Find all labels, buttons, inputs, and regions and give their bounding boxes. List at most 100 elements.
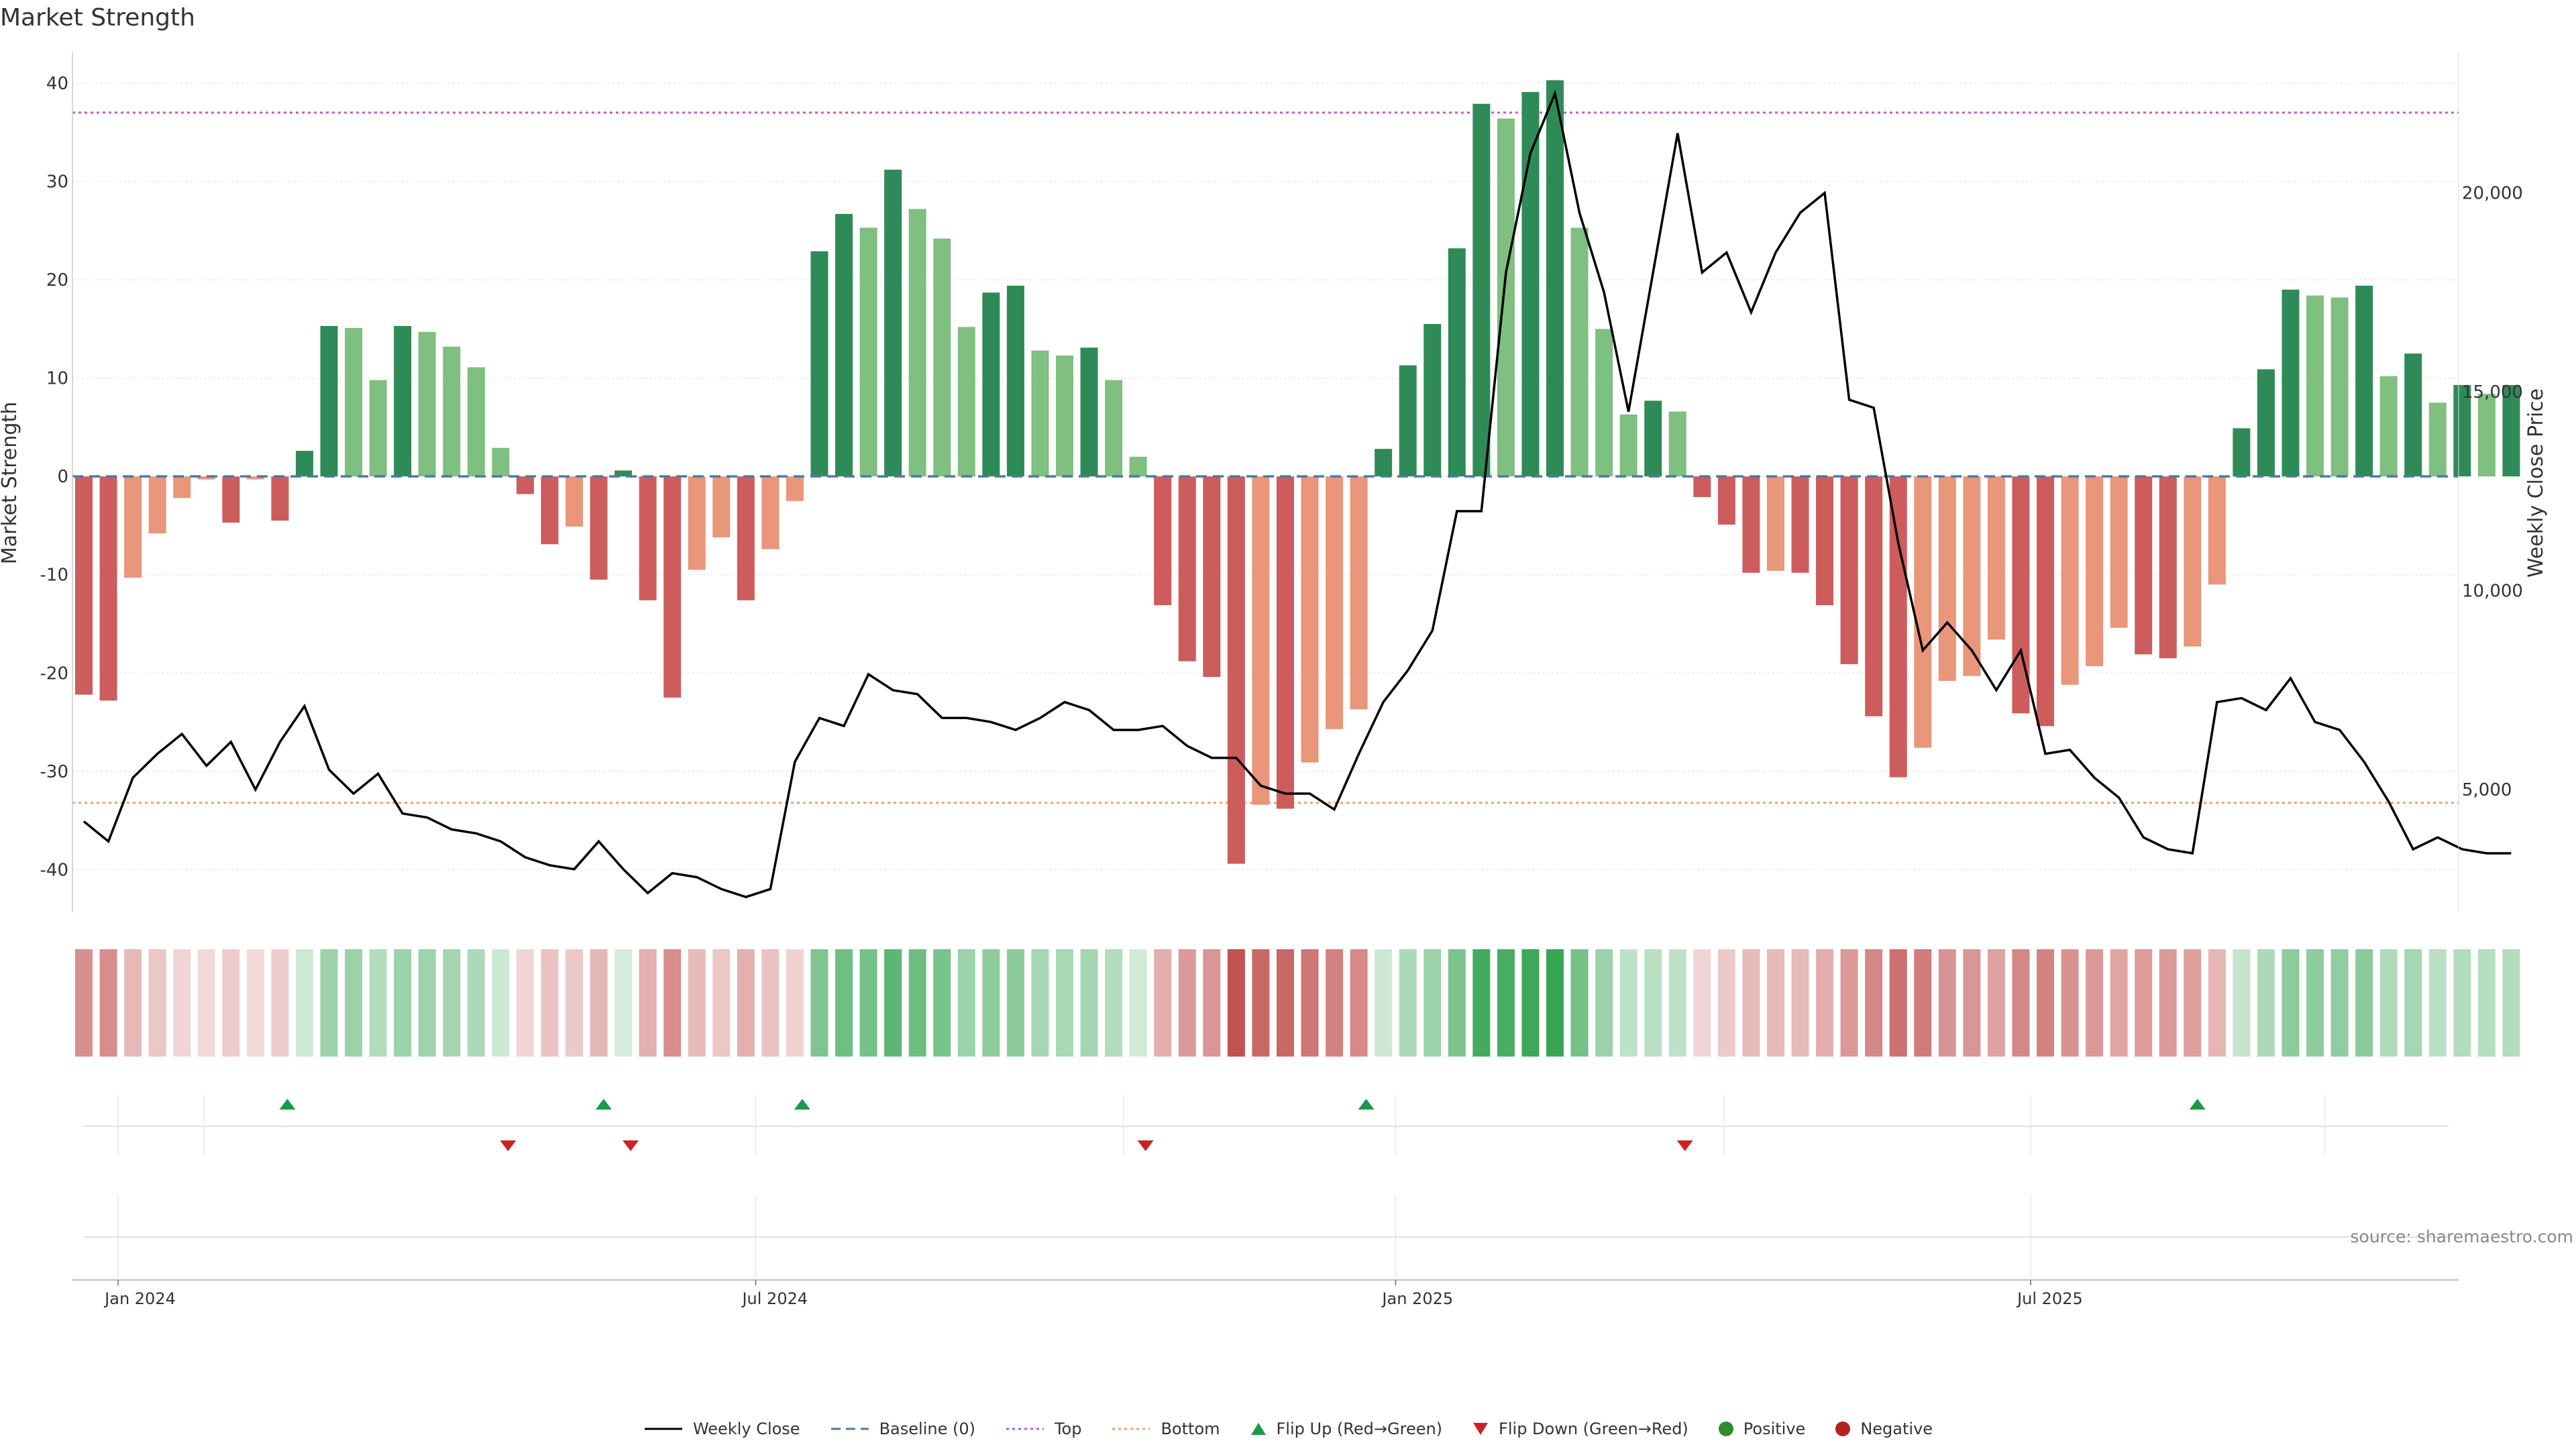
strength-bar — [1570, 227, 1589, 477]
solid-line-icon — [644, 1428, 682, 1430]
flip-up-marker — [279, 1099, 296, 1110]
heat-cell — [2110, 949, 2128, 1057]
strength-bar — [1472, 103, 1491, 477]
y-tick-label-left: -20 — [40, 663, 68, 684]
strength-bar — [2282, 289, 2300, 477]
heat-cell — [2061, 949, 2079, 1057]
strength-bar — [835, 213, 853, 477]
legend-flip-down[interactable]: Flip Down (Green→Red) — [1472, 1419, 1688, 1438]
strength-bar — [197, 476, 215, 480]
bottom-panel: Jan 2024 Jul 2024 Jan 2025 Jul 2025 — [72, 1195, 2459, 1308]
legend-bottom[interactable]: Bottom — [1111, 1419, 1220, 1438]
strength-bar — [1742, 476, 1760, 573]
strength-bars — [72, 80, 2520, 864]
strength-bar — [1889, 476, 1907, 777]
legend-top[interactable]: Top — [1005, 1419, 1082, 1438]
strength-bar — [1006, 285, 1024, 477]
strength-bar — [1497, 118, 1515, 477]
strength-bar — [1203, 476, 1221, 678]
heat-cell — [1766, 949, 1784, 1057]
heat-cell — [1227, 949, 1245, 1057]
strength-bar — [2208, 476, 2226, 585]
strength-bar — [933, 238, 951, 477]
strength-bar — [1521, 92, 1540, 477]
legend-label: Baseline (0) — [879, 1419, 975, 1438]
strength-bar — [2086, 476, 2104, 667]
heat-cell — [614, 949, 633, 1057]
heat-cell — [148, 949, 166, 1057]
strength-bar — [124, 476, 142, 578]
strength-bar — [222, 476, 240, 523]
strength-bar — [2428, 402, 2447, 477]
heat-cell — [1252, 949, 1270, 1057]
heat-cell — [2477, 949, 2496, 1057]
heat-cell — [1006, 949, 1024, 1057]
strength-bar — [1693, 476, 1711, 497]
legend-negative[interactable]: Negative — [1835, 1419, 1933, 1438]
strength-bar — [1399, 365, 1417, 477]
strength-bar — [1963, 476, 1981, 676]
heat-cell — [2184, 949, 2202, 1057]
strength-bar — [884, 169, 902, 477]
strength-bar — [246, 476, 264, 480]
strength-bar — [1816, 476, 1834, 606]
strength-bar — [1080, 347, 1098, 477]
strength-bar — [1938, 476, 1956, 681]
heat-cell — [1178, 949, 1196, 1057]
chart-title: Market Strength — [0, 4, 195, 32]
heat-cell — [2012, 949, 2030, 1057]
strength-bar — [2061, 476, 2079, 685]
y-tick-label-left: -10 — [40, 566, 68, 586]
heat-cell — [2330, 949, 2349, 1057]
circle-icon — [1718, 1421, 1733, 1436]
strength-bar — [1154, 476, 1172, 606]
heat-cell — [369, 949, 387, 1057]
heat-cell — [2306, 949, 2324, 1057]
heat-cell — [639, 949, 657, 1057]
strength-bar — [566, 476, 583, 527]
heat-cell — [688, 949, 706, 1057]
heat-cell — [1375, 949, 1393, 1057]
strength-bar — [1301, 476, 1319, 763]
strength-bar — [639, 476, 657, 600]
legend-flip-up[interactable]: Flip Up (Red→Green) — [1250, 1419, 1443, 1438]
strength-bar — [859, 227, 877, 477]
heat-cell — [1570, 949, 1589, 1057]
heat-cell — [2453, 949, 2471, 1057]
legend-baseline[interactable]: Baseline (0) — [830, 1419, 975, 1438]
strength-bar — [2184, 476, 2202, 647]
strength-bar — [2257, 369, 2275, 477]
y-axis-label-left: Market Strength — [0, 402, 21, 564]
source-note: source: sharemaestro.com — [2351, 1227, 2574, 1246]
heat-cell — [345, 949, 363, 1057]
legend-label: Flip Up (Red→Green) — [1276, 1419, 1443, 1438]
strength-bar — [1178, 476, 1196, 661]
heat-cell — [492, 949, 510, 1057]
heat-cell — [982, 949, 1000, 1057]
heat-cell — [1472, 949, 1491, 1057]
strength-bar — [99, 476, 117, 701]
strength-bar — [786, 476, 804, 501]
axes: -40 -30 -20 -10 0 10 20 30 40 5,000 10,000 15,000 20… — [40, 52, 2523, 912]
strength-bar — [1375, 449, 1393, 477]
heat-cell — [75, 949, 93, 1057]
heat-cell — [737, 949, 755, 1057]
strength-bar — [1105, 380, 1123, 477]
heat-cell — [1619, 949, 1638, 1057]
x-tick-label: Jul 2025 — [2016, 1289, 2083, 1308]
strength-bar — [492, 447, 510, 477]
strength-bar — [2110, 476, 2128, 628]
heat-cell — [1203, 949, 1221, 1057]
heat-cell — [443, 949, 461, 1057]
heat-cell — [2355, 949, 2373, 1057]
strength-bar — [1987, 476, 2005, 640]
strength-bar — [1546, 80, 1564, 477]
heat-cell — [1497, 949, 1515, 1057]
x-tick-label: Jul 2024 — [741, 1289, 808, 1308]
legend-label: Top — [1054, 1419, 1082, 1438]
legend-positive[interactable]: Positive — [1718, 1419, 1805, 1438]
legend-weekly-close[interactable]: Weekly Close — [643, 1419, 800, 1438]
heat-cell — [712, 949, 731, 1057]
reference-lines — [72, 111, 2459, 804]
dotted-line-icon — [1112, 1428, 1150, 1430]
